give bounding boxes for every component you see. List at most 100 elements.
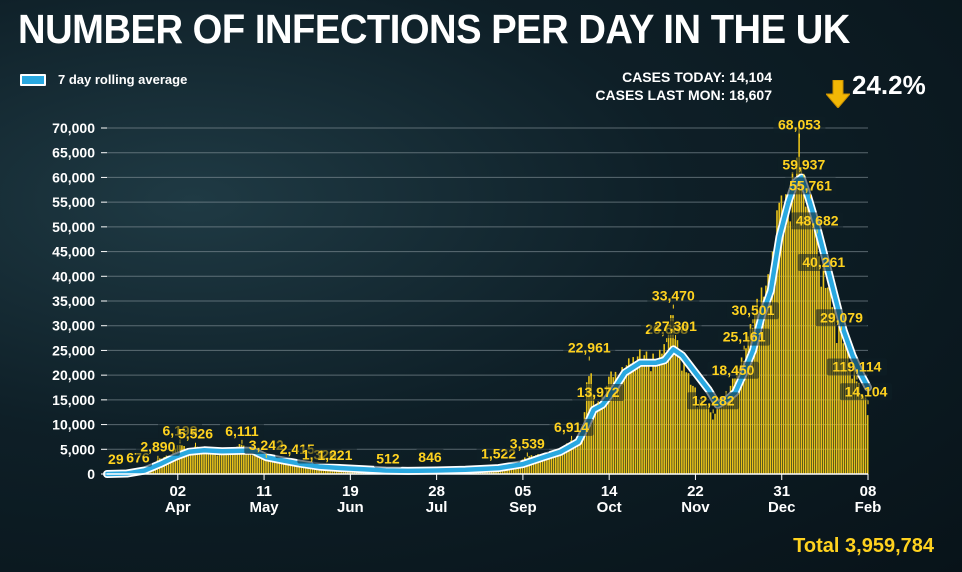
bar <box>636 356 639 474</box>
bar <box>298 462 300 474</box>
bar <box>225 450 227 474</box>
bar <box>751 327 754 474</box>
data-label: 68,053 <box>778 117 821 133</box>
label-backdrop <box>105 451 126 468</box>
label-backdrop <box>718 328 771 346</box>
bar <box>601 394 604 474</box>
bar <box>572 442 575 474</box>
bar <box>603 395 606 474</box>
bar <box>661 353 663 474</box>
bar <box>769 284 772 474</box>
bar <box>559 449 561 474</box>
bar <box>187 450 190 474</box>
bar <box>758 323 761 474</box>
daily-case-bars <box>108 124 869 475</box>
bar <box>833 307 836 474</box>
x-tick-month: Jul <box>426 499 448 516</box>
bar <box>291 461 294 474</box>
bar <box>747 336 750 474</box>
bar <box>274 458 276 474</box>
bar <box>864 397 867 474</box>
bar <box>681 370 683 474</box>
bar <box>809 192 811 475</box>
x-tick-month: Feb <box>855 499 882 516</box>
data-label: 18,450 <box>712 362 755 378</box>
bar <box>192 448 194 474</box>
bar <box>672 315 674 474</box>
bar <box>546 454 548 474</box>
bar <box>820 286 823 474</box>
bar <box>174 448 177 474</box>
y-tick-label: 15,000 <box>52 392 95 408</box>
bar <box>650 371 652 474</box>
bar <box>707 405 710 474</box>
bar <box>714 413 716 474</box>
bar <box>773 247 776 474</box>
label-backdrop <box>791 212 844 230</box>
y-tick-label: 25,000 <box>52 342 95 358</box>
bar <box>269 457 272 474</box>
bar <box>535 455 537 474</box>
label-backdrop <box>312 446 357 464</box>
bar <box>729 385 732 474</box>
bar <box>720 405 723 474</box>
bar <box>844 345 847 474</box>
data-label: 25,161 <box>723 329 766 345</box>
bar <box>818 256 820 474</box>
y-tick-label: 65,000 <box>52 145 95 161</box>
legend-swatch <box>20 73 46 86</box>
bar <box>599 402 601 474</box>
bar <box>793 189 796 474</box>
x-tick-day: 05 <box>515 483 532 500</box>
bar <box>194 446 196 474</box>
cases-today: CASES TODAY: 14,104 <box>622 69 772 85</box>
data-label: 27,301 <box>654 318 697 334</box>
cases-last-mon: CASES LAST MON: 18,607 <box>595 87 772 103</box>
data-label: 2,890 <box>140 439 175 455</box>
bar <box>639 349 641 474</box>
bar <box>616 377 619 474</box>
bar <box>265 458 267 474</box>
data-label: 29 <box>108 451 124 467</box>
x-tick-month: May <box>249 499 279 516</box>
bar <box>698 399 701 474</box>
label-backdrop <box>784 177 837 195</box>
label-backdrop <box>649 318 702 336</box>
bar <box>256 454 258 474</box>
bar <box>835 343 838 474</box>
bar <box>289 461 292 474</box>
bar <box>634 365 637 474</box>
bar <box>824 287 827 474</box>
y-tick-label: 5,000 <box>60 441 95 457</box>
bar <box>667 332 670 474</box>
bar <box>185 452 188 474</box>
bar <box>198 449 201 474</box>
bar <box>762 296 765 474</box>
x-tick-day: 08 <box>860 483 877 500</box>
bar <box>541 456 544 474</box>
bar <box>605 385 608 474</box>
bar <box>543 455 546 474</box>
bar <box>645 351 648 474</box>
bar <box>170 455 172 474</box>
data-label: 29,079 <box>820 309 863 325</box>
label-backdrop <box>135 438 180 456</box>
bar <box>712 419 714 474</box>
x-tick-day: 19 <box>342 483 359 500</box>
bar <box>738 368 741 474</box>
bar <box>579 437 581 474</box>
bar <box>696 407 699 474</box>
bar <box>765 285 767 474</box>
bar <box>240 444 243 474</box>
x-tick-day: 14 <box>601 483 618 500</box>
bar <box>782 217 785 474</box>
label-backdrop <box>726 302 779 320</box>
bar <box>243 445 245 474</box>
data-label: 48,682 <box>796 212 839 228</box>
bar <box>789 221 792 474</box>
bar <box>798 124 800 474</box>
bar <box>196 446 199 474</box>
bar <box>214 451 216 474</box>
bar <box>510 466 513 474</box>
bar <box>212 452 214 474</box>
